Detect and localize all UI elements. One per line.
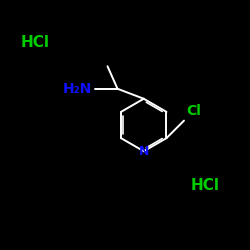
Text: H₂N: H₂N <box>63 82 92 96</box>
Text: HCl: HCl <box>190 178 220 192</box>
Text: N: N <box>138 145 149 158</box>
Text: Cl: Cl <box>186 104 201 118</box>
Text: HCl: HCl <box>20 35 50 50</box>
